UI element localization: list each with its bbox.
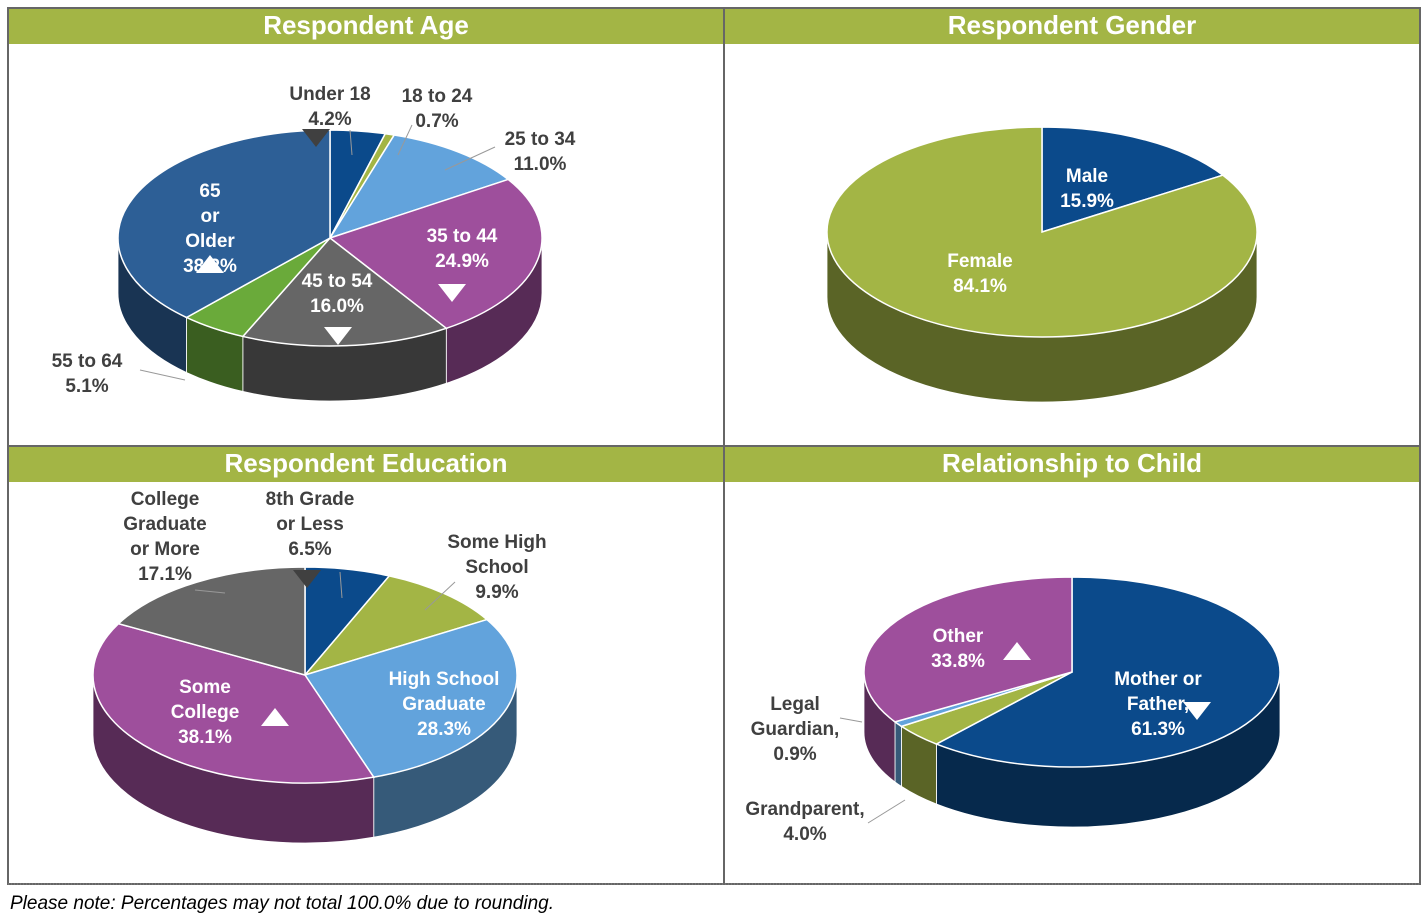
- slice-label: 65 or Older: [185, 181, 235, 252]
- value-label: 38.1%: [178, 727, 232, 748]
- slice-label: Legal Guardian,: [751, 694, 840, 740]
- leader-line: [839, 717, 863, 723]
- chart-title: Respondent Education: [224, 448, 507, 478]
- slice-label: Male: [1066, 166, 1108, 187]
- trend-marker: [293, 570, 321, 588]
- slice-label: 8th Grade or Less: [266, 489, 355, 535]
- leader-line: [867, 799, 906, 824]
- trend-marker: [1003, 642, 1031, 660]
- slice-label: 45 to 54: [302, 271, 373, 292]
- slice: [328, 134, 510, 240]
- slice-label: Female: [947, 251, 1012, 272]
- value-label: 28.3%: [417, 719, 471, 740]
- trend-marker: [324, 327, 352, 345]
- pie-sides: [863, 671, 1281, 828]
- slice-label: Some College: [171, 677, 240, 723]
- slice-label: Under 18: [289, 84, 370, 105]
- chart-title: Respondent Age: [263, 10, 469, 40]
- slice-label: High School Graduate: [389, 669, 500, 715]
- slice: [116, 566, 306, 676]
- slice: [826, 126, 1258, 338]
- leader-line: [339, 571, 343, 599]
- slice-label: 18 to 24: [402, 86, 473, 107]
- pie-top: [863, 576, 1281, 768]
- header-bar: [725, 447, 1419, 482]
- leader-line: [397, 124, 413, 156]
- slice: [302, 575, 489, 677]
- slice-label: College Graduate or More: [123, 489, 206, 560]
- trend-marker: [302, 129, 330, 147]
- trend-marker: [196, 255, 224, 273]
- value-label: 9.9%: [475, 582, 518, 603]
- slice-label: 35 to 44: [427, 226, 498, 247]
- chart-title: Relationship to Child: [942, 448, 1202, 478]
- leader-line: [444, 146, 496, 171]
- value-label: 0.7%: [415, 111, 458, 132]
- value-label: 5.1%: [65, 376, 108, 397]
- value-label: 84.1%: [953, 276, 1007, 297]
- header-bar: [9, 447, 723, 482]
- slice-label: Mother or Father,: [1114, 669, 1202, 715]
- pie-top: [117, 129, 543, 347]
- value-label: 61.3%: [1131, 719, 1185, 740]
- pie-top: [826, 126, 1258, 338]
- trend-marker: [438, 284, 466, 302]
- value-label: 4.0%: [783, 824, 826, 845]
- value-label: 16.0%: [310, 296, 364, 317]
- value-label: 4.2%: [308, 109, 351, 130]
- slice-label: 55 to 64: [52, 351, 123, 372]
- slice: [863, 576, 1073, 723]
- slice: [934, 576, 1281, 768]
- leader-line: [424, 581, 456, 611]
- slice: [1041, 126, 1225, 234]
- slice-side: [894, 721, 902, 788]
- slice: [92, 622, 376, 784]
- leader-line: [139, 369, 186, 381]
- slice: [117, 129, 331, 319]
- header-bar: [9, 9, 723, 44]
- trend-marker: [261, 708, 289, 726]
- pie-sides: [117, 237, 543, 402]
- slice-label: 25 to 34: [505, 129, 576, 150]
- slice-label: Some High School: [447, 532, 546, 578]
- header-bar: [725, 9, 1419, 44]
- value-label: 33.8%: [931, 651, 985, 672]
- pie-top: [92, 566, 518, 784]
- value-label: 15.9%: [1060, 191, 1114, 212]
- leader-line: [349, 129, 353, 156]
- slice-label: Grandparent,: [745, 799, 864, 820]
- value-label: 6.5%: [288, 539, 331, 560]
- value-label: 11.0%: [514, 154, 567, 175]
- slice: [241, 236, 448, 347]
- footnote: Please note: Percentages may not total 1…: [10, 893, 554, 914]
- leader-line: [194, 589, 226, 594]
- trend-marker: [1183, 702, 1211, 720]
- value-label: 17.1%: [138, 564, 192, 585]
- slice: [328, 178, 543, 330]
- value-label: 0.9%: [773, 744, 816, 765]
- value-label: 24.9%: [435, 251, 489, 272]
- slice-label: Other: [933, 626, 984, 647]
- chart-title: Respondent Gender: [948, 10, 1196, 40]
- slice: [303, 618, 518, 778]
